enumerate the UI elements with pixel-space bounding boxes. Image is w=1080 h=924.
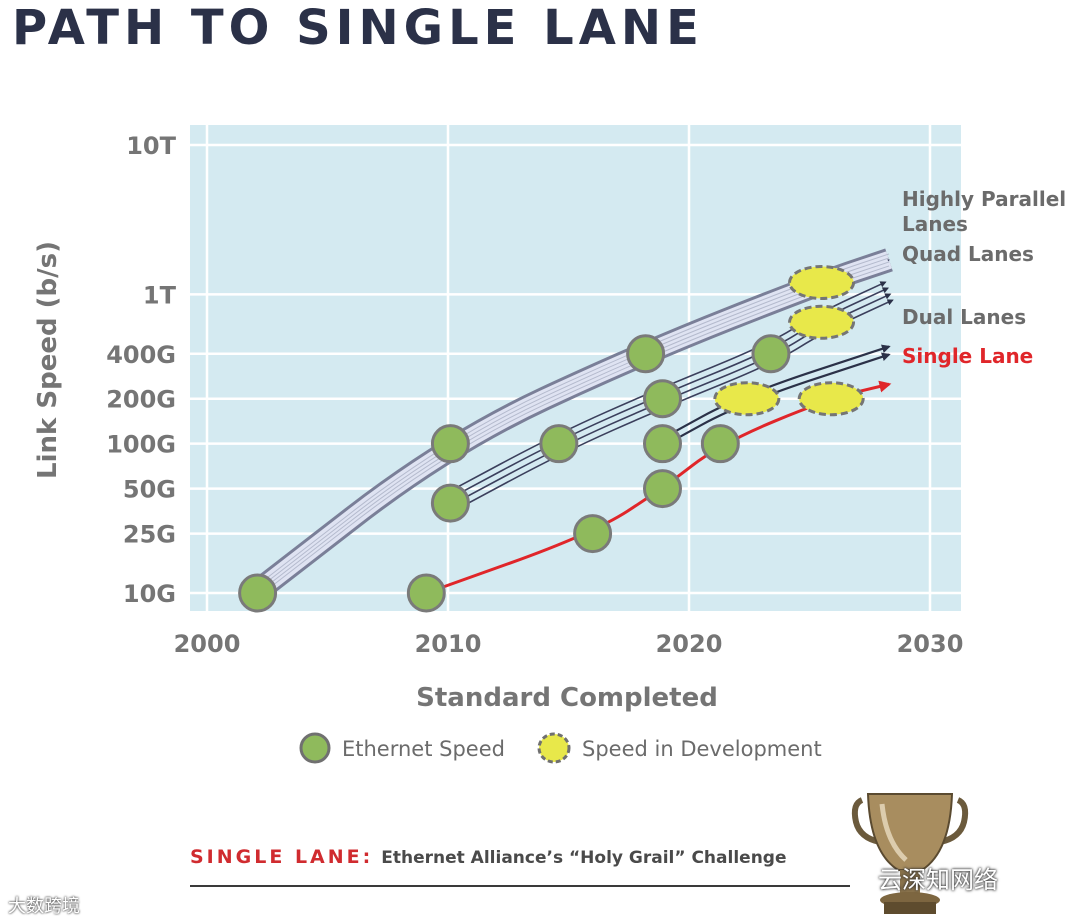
ethernet-speed-marker	[406, 573, 446, 613]
footer-text: Ethernet Alliance’s “Holy Grail” Challen…	[381, 848, 787, 868]
series-highly-parallel-lanes-band	[249, 251, 892, 601]
speed-in-development-marker	[788, 265, 856, 301]
footer-label: SINGLE LANE:	[190, 846, 374, 868]
speed-in-development-marker	[713, 381, 781, 417]
y-tick-label: 25G	[123, 521, 176, 549]
ethernet-speed-marker	[642, 379, 682, 419]
y-axis-title: Link Speed (b/s)	[33, 241, 63, 479]
ethernet-speed-marker	[238, 573, 278, 613]
marker-layer	[238, 265, 865, 613]
watermark-left: 大数跨境	[8, 896, 80, 917]
annotation-highly-parallel: Highly Parallel	[902, 187, 1066, 211]
ethernet-speed-marker	[430, 424, 470, 464]
annotation-quad-lanes: Quad Lanes	[902, 242, 1034, 266]
speed-in-development-marker	[797, 381, 865, 417]
watermark-right: 云深知网络	[878, 866, 998, 894]
ethernet-speed-marker	[430, 483, 470, 523]
x-tick-label: 2020	[656, 630, 723, 658]
x-tick-label: 2010	[415, 630, 482, 658]
ethernet-speed-marker	[539, 424, 579, 464]
ethernet-speed-marker	[573, 514, 613, 554]
legend-speed-in-development-marker	[537, 732, 571, 764]
y-tick-label: 50G	[123, 476, 176, 504]
footer-caption: SINGLE LANE: Ethernet Alliance’s “Holy Gr…	[190, 846, 787, 868]
speed-in-development-marker	[788, 304, 856, 340]
y-tick-label: 400G	[106, 341, 176, 369]
legend-speed-in-development-label: Speed in Development	[582, 737, 822, 761]
tick-layer: 10T 1T 400G 200G 100G 50G 25G 10G 2000 2010 2020 20…	[106, 132, 963, 658]
trophy-image	[851, 793, 969, 914]
series-highly-parallel-lanes-stripe	[254, 257, 890, 592]
y-tick-label: 200G	[106, 386, 176, 414]
legend-ethernet-speed-label: Ethernet Speed	[342, 737, 505, 761]
series-highly-parallel-lanes-stripe	[254, 265, 890, 600]
ethernet-speed-marker	[751, 334, 791, 374]
ethernet-speed-marker	[642, 469, 682, 509]
y-tick-label: 1T	[143, 281, 177, 309]
annotation-dual-lanes: Dual Lanes	[902, 305, 1026, 329]
x-tick-label: 2000	[174, 630, 241, 658]
ethernet-speed-marker	[626, 334, 666, 374]
annotation-single-lane: Single Lane	[902, 344, 1033, 368]
ethernet-speed-marker	[700, 424, 740, 464]
page-title: PATH TO SINGLE LANE	[12, 0, 704, 56]
footer-divider	[190, 885, 850, 887]
legend-ethernet-speed-marker	[299, 732, 331, 764]
series-highly-parallel-lanes-stripe	[254, 253, 890, 588]
x-axis-title: Standard Completed	[416, 683, 718, 713]
legend: Ethernet Speed Speed in Development	[299, 732, 822, 764]
ethernet-speed-marker	[642, 424, 682, 464]
y-tick-label: 10G	[123, 580, 176, 608]
annotation-lanes: Lanes	[902, 212, 968, 236]
x-tick-label: 2030	[897, 630, 964, 658]
y-tick-label: 100G	[106, 431, 176, 459]
y-tick-label: 10T	[126, 132, 176, 160]
series-highly-parallel-lanes-stripe	[254, 261, 890, 596]
